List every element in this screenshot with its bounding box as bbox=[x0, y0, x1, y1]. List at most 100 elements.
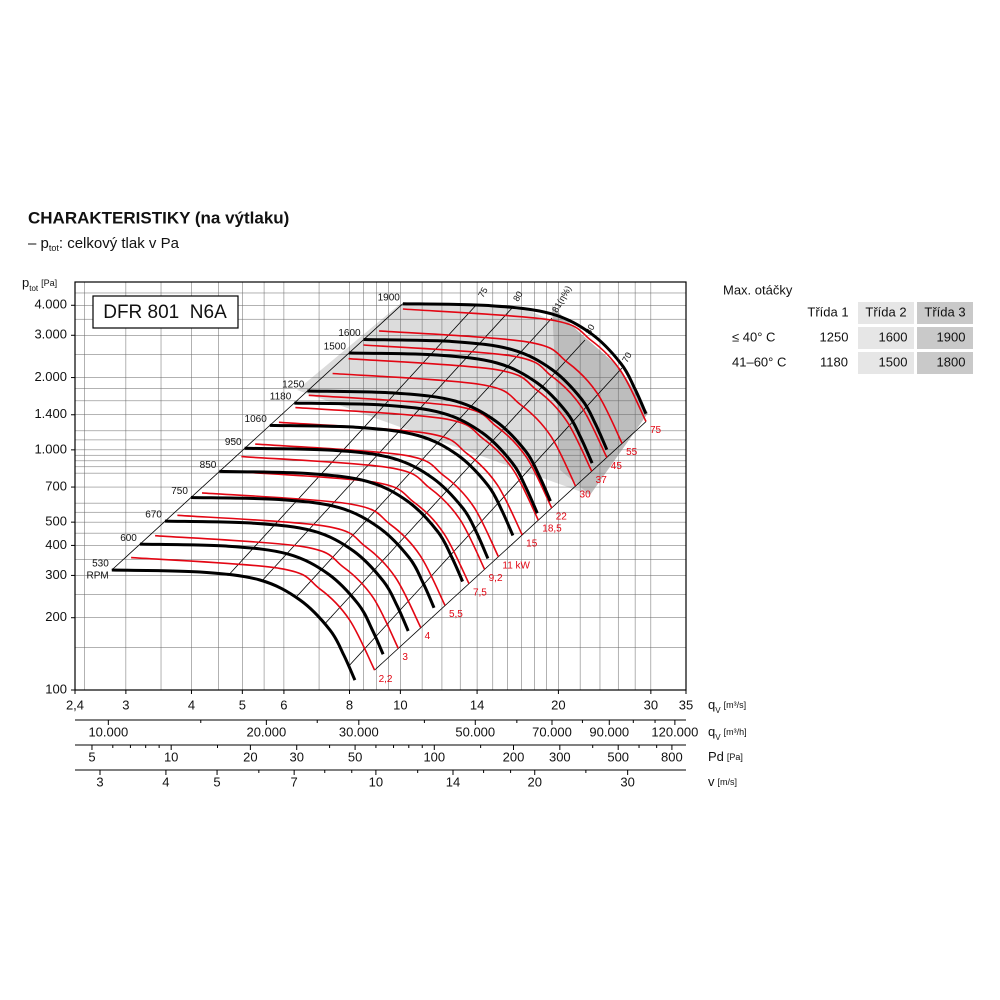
cell-bg bbox=[917, 327, 973, 349]
x-tick-label: 2,4 bbox=[66, 697, 84, 712]
axis-label-part: [m³/h] bbox=[724, 727, 747, 737]
axis-label-part: [m³/s] bbox=[724, 700, 747, 710]
speed-curve bbox=[164, 519, 410, 632]
power-curve bbox=[225, 470, 470, 585]
axis-label-part: p bbox=[22, 275, 29, 290]
power-curve bbox=[131, 556, 376, 671]
efficiency-label: 80 bbox=[511, 290, 525, 304]
axis-tick-label: 7 bbox=[291, 774, 298, 789]
power-label: 7,5 bbox=[473, 587, 487, 598]
speed-curve bbox=[402, 302, 648, 415]
speed-curve bbox=[269, 423, 515, 537]
subtitle-part: : celkový tlak v Pa bbox=[59, 235, 180, 252]
axis-tick-label: 120.000 bbox=[651, 724, 698, 739]
speed-label: 750 bbox=[171, 486, 188, 497]
speed-label: 670 bbox=[145, 510, 162, 521]
axis-label-part: [Pa] bbox=[727, 752, 743, 762]
cell-bg bbox=[858, 327, 914, 349]
x-tick-label: 30 bbox=[644, 697, 658, 712]
axis-tick-label: 10.000 bbox=[88, 724, 128, 739]
power-label: 55 bbox=[626, 447, 638, 458]
axis-label: qV [m³/h] bbox=[708, 724, 747, 741]
table-cell: 1900 bbox=[937, 329, 966, 344]
power-curve bbox=[379, 330, 623, 444]
model-label: DFR 801 N6A bbox=[103, 302, 227, 323]
power-label: 75 bbox=[650, 425, 662, 436]
y-tick-label: 3.000 bbox=[34, 327, 67, 342]
axis-tick-label: 20.000 bbox=[246, 724, 286, 739]
axis-tick-label: 50 bbox=[348, 749, 362, 764]
y-tick-label: 200 bbox=[45, 609, 67, 624]
subtitle-part: – p bbox=[28, 235, 49, 252]
y-tick-label: 700 bbox=[45, 478, 67, 493]
speed-label: 600 bbox=[120, 533, 137, 544]
axis-tick-label: 70.000 bbox=[532, 724, 572, 739]
speed-curve bbox=[111, 568, 357, 681]
speed-table: Max. otáčky Třída 1 Třída 2 Třída 3 ≤ 40… bbox=[723, 282, 973, 374]
table-cell: 1500 bbox=[879, 354, 908, 369]
x-tick-label: 10 bbox=[393, 697, 407, 712]
table-title: Max. otáčky bbox=[723, 282, 793, 297]
x-tick-label: 6 bbox=[280, 697, 287, 712]
axis-tick-label: 5 bbox=[88, 749, 95, 764]
plot-frame bbox=[74, 281, 687, 691]
axis-tick-label: 300 bbox=[549, 749, 571, 764]
axis-label-part: q bbox=[708, 724, 715, 739]
axis-label-part: [m/s] bbox=[718, 777, 738, 787]
axis-tick-label: 800 bbox=[661, 749, 683, 764]
y-tick-label: 4.000 bbox=[34, 297, 67, 312]
y-tick-label: 400 bbox=[45, 537, 67, 552]
speed-curve bbox=[244, 446, 490, 560]
axis-tick-label: 30 bbox=[289, 749, 303, 764]
x-tick-label: 4 bbox=[188, 697, 195, 712]
table-cell: 1180 bbox=[820, 354, 848, 369]
efficiency-label: 81(η%) bbox=[550, 284, 573, 314]
x-tick-label: 5 bbox=[239, 697, 246, 712]
power-label: 5,5 bbox=[449, 609, 463, 620]
power-label: 18,5 bbox=[542, 524, 562, 535]
efficiency-label: 70 bbox=[620, 351, 634, 365]
power-label: 22 bbox=[556, 512, 568, 523]
table-cell: 1800 bbox=[937, 354, 966, 369]
efficiency-label: 80 bbox=[583, 323, 597, 337]
axis-tick-label: 200 bbox=[503, 749, 525, 764]
speed-label: 1060 bbox=[245, 414, 268, 425]
axis-label-sub: tot bbox=[29, 284, 39, 293]
axis-tick-label: 100 bbox=[423, 749, 445, 764]
y-tick-label: 500 bbox=[45, 514, 67, 529]
axis-label: ptot [Pa] bbox=[22, 275, 57, 292]
axis-label-part: q bbox=[708, 697, 715, 712]
power-curve bbox=[255, 443, 500, 558]
axis-label: qV [m³/s] bbox=[708, 697, 746, 714]
x-tick-label: 3 bbox=[122, 697, 129, 712]
speed-label: 1900 bbox=[378, 292, 401, 303]
title: CHARAKTERISTIKY (na výtlaku) bbox=[28, 208, 289, 227]
axis-tick-label: 10 bbox=[164, 749, 178, 764]
speed-label: 1180 bbox=[270, 392, 292, 403]
row-label: ≤ 40° C bbox=[732, 329, 775, 344]
axis-tick-label: 30 bbox=[620, 774, 634, 789]
speed-curve bbox=[363, 338, 609, 451]
speed-curve bbox=[348, 351, 594, 464]
power-label: 11 kW bbox=[502, 560, 530, 571]
row-label: 41–60° C bbox=[732, 354, 786, 369]
cell-bg bbox=[917, 302, 973, 324]
cell-bg bbox=[917, 352, 973, 374]
speed-curve bbox=[190, 496, 436, 609]
x-tick-label: 20 bbox=[551, 697, 565, 712]
power-curve bbox=[348, 357, 593, 472]
table-cell: 1250 bbox=[820, 329, 849, 344]
axis-label: v [m/s] bbox=[708, 774, 737, 789]
table-header: Třída 2 bbox=[865, 304, 906, 319]
y-tick-label: 1.000 bbox=[34, 441, 67, 456]
axis-tick-label: 50.000 bbox=[455, 724, 495, 739]
table-cell: 1600 bbox=[879, 329, 908, 344]
speed-label: 850 bbox=[200, 460, 217, 471]
axis-tick-label: 3 bbox=[96, 774, 103, 789]
axis-tick-label: 14 bbox=[446, 774, 460, 789]
y-tick-label: 1.400 bbox=[34, 406, 67, 421]
power-label: 15 bbox=[526, 538, 538, 549]
speed-curve bbox=[294, 401, 539, 514]
power-curve bbox=[332, 372, 577, 487]
cell-bg bbox=[858, 302, 914, 324]
